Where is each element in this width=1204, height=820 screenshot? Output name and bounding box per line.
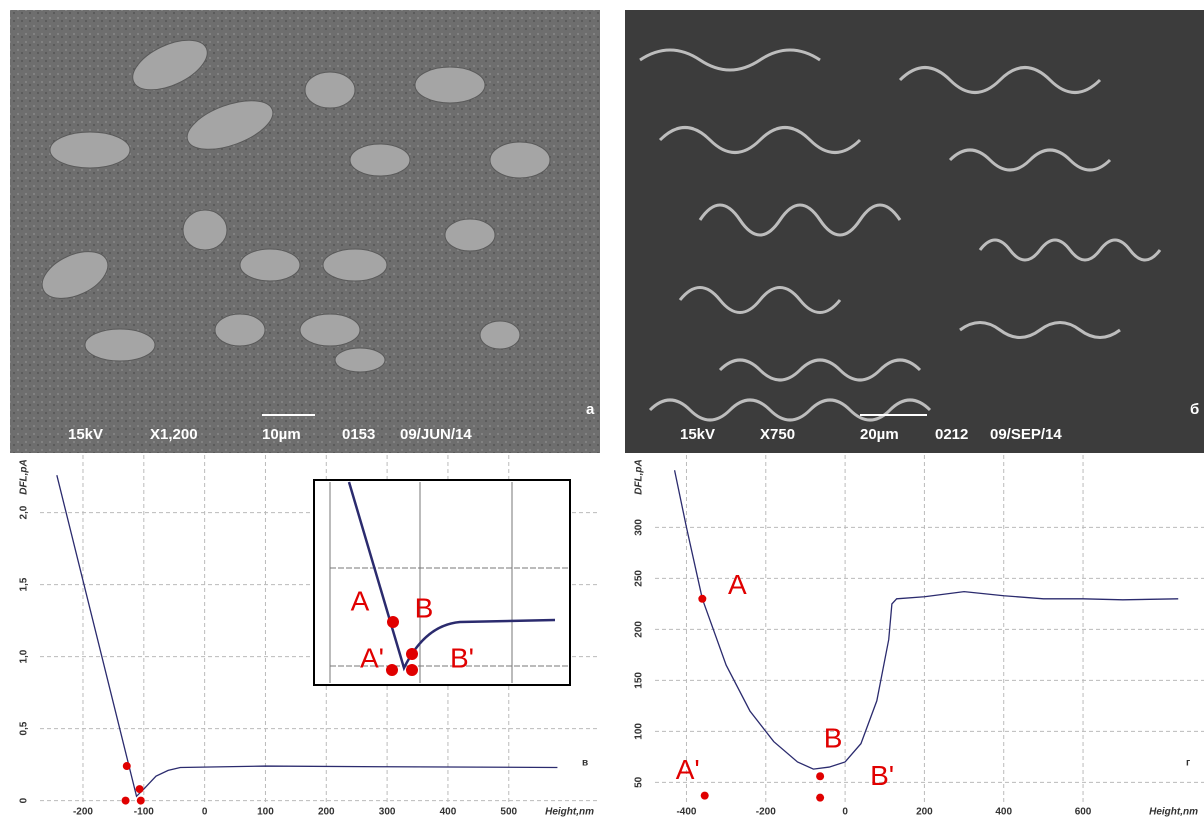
inset-frame [314,480,570,685]
y-tick-label: 1,5 [19,577,30,591]
y-tick-label: 2,0 [19,505,30,519]
y-axis-label: DFL,pA [634,459,645,495]
point-label: A' [676,754,700,785]
point-label: A' [360,642,384,673]
point-label: B' [450,642,474,673]
x-tick-label: 400 [995,807,1012,818]
x-tick-label: -200 [756,807,776,818]
point-label: A [351,585,370,616]
y-tick-label: 300 [634,519,645,536]
x-tick-label: -400 [676,807,696,818]
y-tick-label: 250 [634,570,645,587]
caption: X750 [760,426,795,443]
x-axis-label: Height,nm [545,807,594,818]
point [122,797,130,805]
y-tick-label: 150 [634,672,645,689]
point [698,595,706,603]
x-tick-label: -200 [73,807,93,818]
x-tick-label: 500 [500,807,517,818]
y-tick-label: 200 [634,621,645,638]
caption: 10µm [262,426,301,443]
point [137,797,145,805]
x-tick-label: -100 [134,807,154,818]
caption: 20µm [860,426,899,443]
sem-image-b [625,10,1204,453]
caption: 0153 [342,426,375,443]
panel-letter: г [1186,758,1190,769]
y-tick-label: 0 [19,797,30,803]
point [136,785,144,793]
caption: 15kV [68,426,103,443]
point-label: B' [870,760,894,791]
x-tick-label: 200 [916,807,933,818]
point [123,762,131,770]
inset-point [406,648,418,660]
point-label: A [728,569,747,600]
x-tick-label: 600 [1075,807,1092,818]
point [816,794,824,802]
caption: 15kV [680,426,715,443]
figure: 15kV X1,200 10µm 0153 09/JUN/14 a 15kV X750 20µm… [0,0,1204,820]
sem-image-a [10,10,600,453]
y-axis-label: DFL,pA [19,459,30,495]
inset-point [386,664,398,676]
y-tick-label: 0,5 [19,721,30,735]
point [701,792,709,800]
caption: 0212 [935,426,968,443]
x-tick-label: 0 [202,807,208,818]
inset: A B A' B' [314,480,570,685]
point-label: B [415,592,434,623]
caption: X1,200 [150,426,198,443]
panel-letter: a [586,401,595,418]
data-line [675,470,1179,769]
panel-letter: в [582,758,588,769]
x-tick-label: 300 [379,807,396,818]
caption: 09/SEP/14 [990,426,1062,443]
x-tick-label: 400 [440,807,457,818]
caption: 09/JUN/14 [400,426,472,443]
x-axis-label: Height,nm [1149,807,1198,818]
y-tick-label: 100 [634,723,645,740]
inset-point [406,664,418,676]
inset-point [387,616,399,628]
point-label: B [824,723,843,754]
y-tick-label: 1,0 [19,649,30,663]
y-tick-label: 50 [634,776,645,788]
x-tick-label: 200 [318,807,335,818]
x-tick-label: 0 [842,807,848,818]
panel-letter: б [1190,401,1199,418]
point [816,772,824,780]
x-tick-label: 100 [257,807,274,818]
